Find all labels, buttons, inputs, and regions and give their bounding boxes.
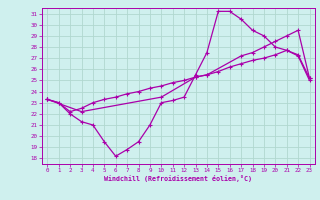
X-axis label: Windchill (Refroidissement éolien,°C): Windchill (Refroidissement éolien,°C) (104, 175, 252, 182)
